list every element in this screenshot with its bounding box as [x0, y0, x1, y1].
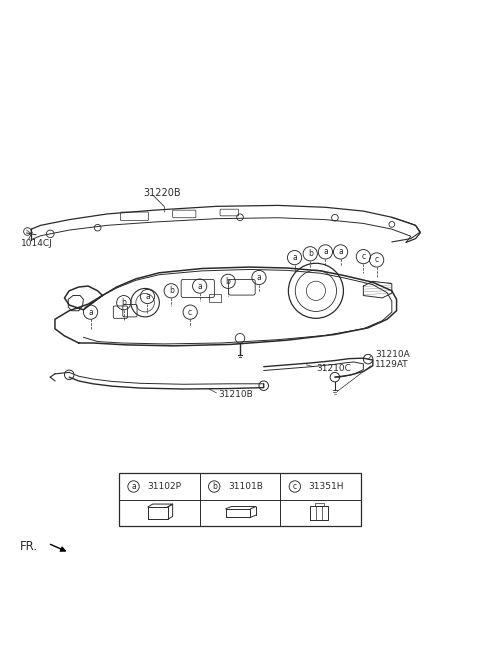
Text: c: c — [293, 482, 297, 491]
Text: c: c — [374, 255, 379, 264]
Text: a: a — [292, 253, 297, 262]
Text: a: a — [197, 281, 202, 291]
Text: b: b — [121, 298, 126, 307]
Text: 1129AT: 1129AT — [375, 360, 409, 369]
Bar — [119, 474, 361, 526]
Text: c: c — [188, 307, 192, 317]
Text: 31102P: 31102P — [147, 482, 181, 491]
Text: b: b — [308, 249, 312, 258]
Text: 31351H: 31351H — [309, 482, 344, 491]
Text: a: a — [323, 247, 328, 256]
Text: 31210B: 31210B — [219, 390, 253, 399]
Text: c: c — [361, 252, 365, 261]
Text: 31210C: 31210C — [316, 364, 351, 373]
Text: a: a — [257, 273, 261, 282]
Text: a: a — [131, 482, 136, 491]
Text: 31210A: 31210A — [375, 350, 410, 360]
Text: FR.: FR. — [19, 540, 37, 552]
Text: 31220B: 31220B — [143, 187, 181, 197]
Text: a: a — [88, 307, 93, 317]
Text: 1014CJ: 1014CJ — [21, 239, 52, 248]
Text: b: b — [212, 482, 216, 491]
Text: b: b — [226, 277, 230, 286]
Text: 31101B: 31101B — [228, 482, 263, 491]
Bar — [209, 293, 221, 302]
Text: a: a — [338, 247, 343, 256]
Text: b: b — [169, 286, 174, 295]
Text: a: a — [145, 292, 150, 301]
